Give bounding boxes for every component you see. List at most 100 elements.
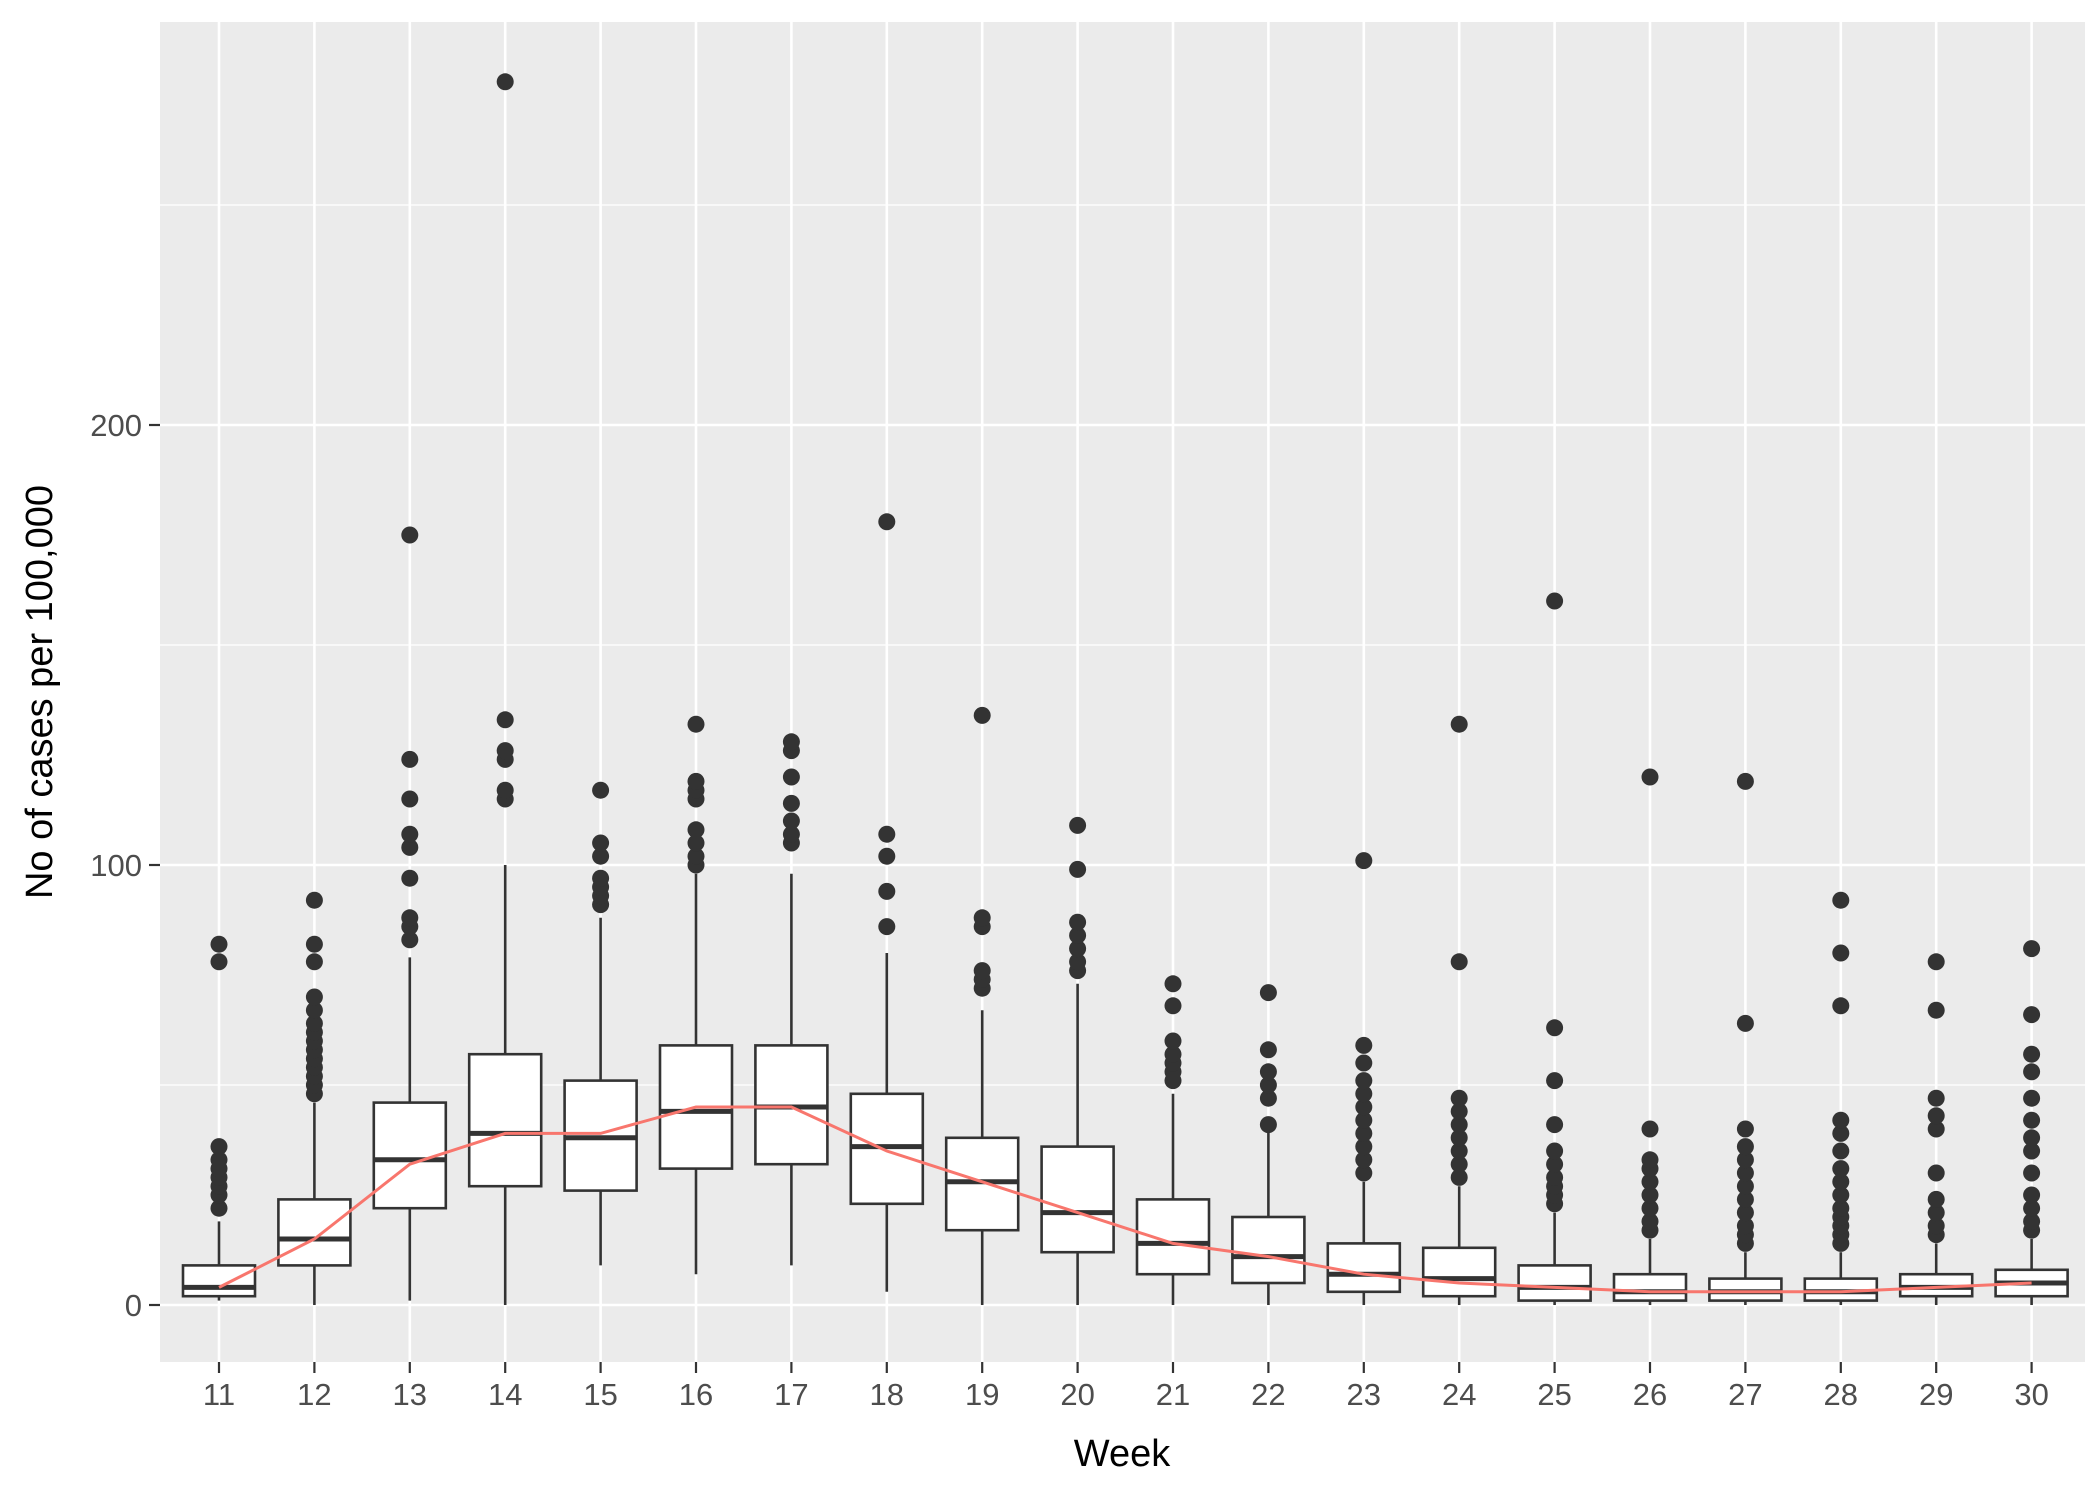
outlier-point bbox=[1259, 1063, 1277, 1081]
outlier-point bbox=[1355, 1151, 1373, 1169]
outlier-point bbox=[1069, 926, 1087, 944]
outlier-point bbox=[1355, 1072, 1373, 1090]
outlier-point bbox=[1832, 1111, 1850, 1129]
outlier-point bbox=[2023, 1045, 2041, 1063]
outlier-point bbox=[1832, 1186, 1850, 1204]
outlier-point bbox=[878, 918, 896, 936]
plot-panel bbox=[160, 22, 2085, 1362]
outlier-point bbox=[1927, 1107, 1945, 1125]
box-week-24 bbox=[1421, 1186, 1497, 1305]
outlier-point bbox=[2023, 1142, 2041, 1160]
outlier-point bbox=[1259, 1076, 1277, 1094]
outlier-point bbox=[687, 821, 705, 839]
outlier-point bbox=[1641, 1199, 1659, 1217]
outlier-point bbox=[782, 825, 800, 843]
outlier-point bbox=[496, 73, 514, 91]
outlier-point bbox=[401, 869, 419, 887]
box-week-18 bbox=[849, 953, 925, 1292]
outlier-point bbox=[1736, 1217, 1754, 1235]
outlier-point bbox=[1832, 891, 1850, 909]
outlier-point bbox=[1450, 1102, 1468, 1120]
x-tick-label: 20 bbox=[1060, 1377, 1094, 1412]
outlier-point bbox=[1450, 1142, 1468, 1160]
outlier-point bbox=[1069, 913, 1087, 931]
outlier-point bbox=[592, 847, 610, 865]
x-tick-label: 14 bbox=[488, 1377, 522, 1412]
iqr-box bbox=[1040, 1145, 1115, 1254]
outlier-point bbox=[1641, 1151, 1659, 1169]
trend-line bbox=[218, 1105, 2032, 1294]
outlier-point bbox=[1259, 1089, 1277, 1107]
outlier-point bbox=[878, 847, 896, 865]
outlier-point bbox=[1927, 1217, 1945, 1235]
outlier-point bbox=[2023, 1089, 2041, 1107]
outlier-point bbox=[687, 772, 705, 790]
outlier-point bbox=[1927, 1120, 1945, 1138]
box-week-20 bbox=[1040, 983, 1115, 1305]
outlier-point bbox=[782, 812, 800, 830]
outlier-point bbox=[1546, 1072, 1564, 1090]
outlier-point bbox=[592, 869, 610, 887]
outlier-point bbox=[1641, 1186, 1659, 1204]
outlier-point bbox=[1832, 997, 1850, 1015]
outlier-point bbox=[1450, 1129, 1468, 1147]
outlier-point bbox=[1927, 1190, 1945, 1208]
outlier-point bbox=[878, 882, 896, 900]
outlier-point bbox=[1546, 1019, 1564, 1037]
outlier-point bbox=[687, 847, 705, 865]
outlier-point bbox=[1355, 1138, 1373, 1156]
iqr-box bbox=[1231, 1215, 1306, 1285]
outlier-point bbox=[1450, 953, 1468, 971]
x-tick-label: 21 bbox=[1156, 1377, 1190, 1412]
x-axis: 11 12 13 14 15 16 17 18 19 20 21 22 23 24 25 26 27 28 29 30 bbox=[203, 1362, 2049, 1412]
outlier-point bbox=[1832, 1142, 1850, 1160]
outlier-point bbox=[1927, 1204, 1945, 1222]
outlier-point bbox=[401, 838, 419, 856]
outlier-point bbox=[1450, 1089, 1468, 1107]
outlier-point bbox=[1355, 1164, 1373, 1182]
x-tick-label: 30 bbox=[2014, 1377, 2048, 1412]
y-tick-label: 100 bbox=[90, 848, 142, 883]
outlier-point bbox=[1641, 1120, 1659, 1138]
outlier-point bbox=[305, 988, 323, 1006]
outlier-point bbox=[1164, 1045, 1182, 1063]
outlier-point bbox=[401, 825, 419, 843]
x-tick-label: 19 bbox=[965, 1377, 999, 1412]
x-tick-label: 26 bbox=[1633, 1377, 1667, 1412]
outlier-point bbox=[592, 834, 610, 852]
outlier-point bbox=[1259, 1116, 1277, 1134]
outlier-point bbox=[401, 909, 419, 927]
outlier-point bbox=[1736, 1204, 1754, 1222]
outlier-point bbox=[305, 1014, 323, 1032]
iqr-box bbox=[181, 1264, 257, 1298]
outlier-point bbox=[210, 1138, 228, 1156]
outlier-point bbox=[592, 781, 610, 799]
outlier-point bbox=[1927, 1164, 1945, 1182]
x-tick-label: 29 bbox=[1919, 1377, 1953, 1412]
outlier-point bbox=[401, 526, 419, 544]
outlier-point bbox=[1832, 944, 1850, 962]
iqr-box bbox=[1326, 1242, 1402, 1294]
iqr-box bbox=[277, 1198, 352, 1267]
outlier-point bbox=[1641, 1212, 1659, 1230]
x-tick-label: 27 bbox=[1728, 1377, 1762, 1412]
outlier-point bbox=[1164, 997, 1182, 1015]
outlier-point bbox=[1450, 715, 1468, 733]
outlier-point bbox=[1450, 1155, 1468, 1173]
outlier-point bbox=[1546, 1168, 1564, 1186]
outlier-point bbox=[878, 513, 896, 531]
outlier-point bbox=[2023, 1063, 2041, 1081]
outlier-point bbox=[1641, 1173, 1659, 1191]
outlier-point bbox=[496, 711, 514, 729]
outlier-point bbox=[878, 825, 896, 843]
outlier-point bbox=[305, 953, 323, 971]
outlier-point bbox=[1069, 953, 1087, 971]
outlier-point bbox=[1069, 940, 1087, 958]
outlier-point bbox=[1832, 1199, 1850, 1217]
outlier-point bbox=[1069, 816, 1087, 834]
outlier-point bbox=[1259, 984, 1277, 1002]
outlier-point bbox=[210, 1151, 228, 1169]
x-tick-label: 16 bbox=[679, 1377, 713, 1412]
outlier-point bbox=[1259, 1041, 1277, 1059]
